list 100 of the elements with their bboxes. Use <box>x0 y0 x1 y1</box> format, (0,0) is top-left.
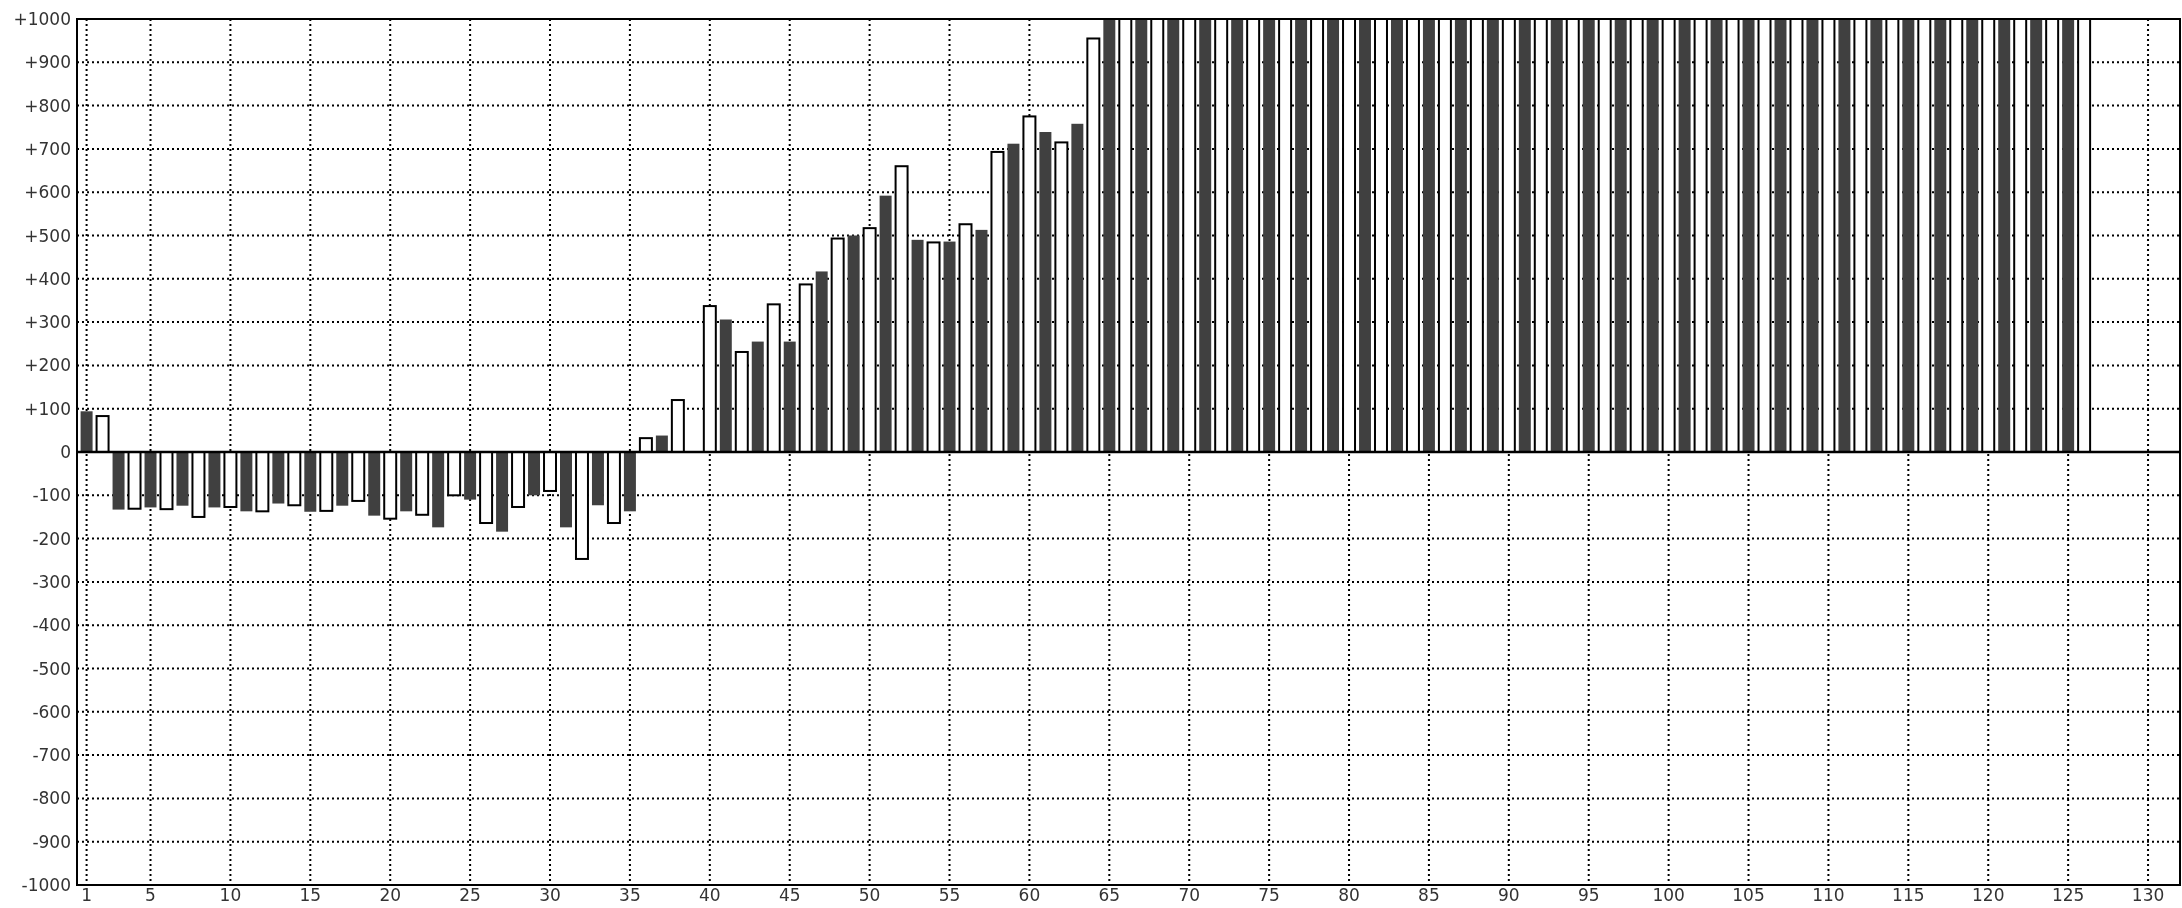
x-tick-label: 35 <box>619 885 641 905</box>
bar <box>1103 19 1116 452</box>
x-tick-label: 120 <box>1972 885 2005 905</box>
bar <box>1135 19 1148 452</box>
bar <box>1454 19 1467 452</box>
bar <box>2030 19 2043 452</box>
bar <box>464 452 477 500</box>
x-tick-label: 105 <box>1732 885 1765 905</box>
x-tick-label: 90 <box>1498 885 1520 905</box>
bar <box>815 271 828 452</box>
bar <box>847 235 860 452</box>
y-tick-label: +300 <box>24 312 71 333</box>
y-tick-label: -500 <box>32 658 71 679</box>
bar <box>1359 19 1372 452</box>
bar <box>1806 19 1819 452</box>
bar <box>1582 19 1595 452</box>
bar <box>623 452 636 512</box>
y-tick-label: +700 <box>24 138 71 159</box>
bar <box>560 452 572 528</box>
bar <box>1678 19 1691 452</box>
x-tick-label: 10 <box>219 885 242 905</box>
bar <box>400 452 413 512</box>
bar <box>176 452 189 506</box>
x-tick-label: 115 <box>1892 885 1925 905</box>
y-tick-label: -100 <box>32 485 71 506</box>
bar <box>1422 19 1435 452</box>
x-tick-label: 25 <box>459 885 481 905</box>
bar <box>1646 19 1659 452</box>
bar <box>1902 19 1915 452</box>
bar <box>144 452 157 508</box>
bar <box>591 452 604 506</box>
bar <box>1614 19 1627 452</box>
bar <box>879 195 892 452</box>
bar <box>1710 19 1723 452</box>
y-tick-label: +500 <box>24 225 71 246</box>
x-tick-label: 95 <box>1577 885 1600 905</box>
bar <box>1518 19 1531 452</box>
bar <box>655 435 668 452</box>
y-tick-label: +400 <box>24 268 71 289</box>
bar <box>1231 19 1244 452</box>
bar <box>368 452 381 516</box>
y-tick-label: +200 <box>24 355 71 376</box>
bar <box>1998 19 2011 452</box>
bar <box>1966 19 1979 452</box>
bar <box>240 452 253 512</box>
y-tick-label: +900 <box>24 52 71 73</box>
bar <box>1774 19 1787 452</box>
bar <box>496 452 509 532</box>
bar <box>80 411 93 452</box>
x-tick-label: 1 <box>81 885 92 905</box>
bar <box>1390 19 1403 452</box>
bar <box>1263 19 1276 452</box>
x-tick-label: 55 <box>938 885 961 905</box>
bar <box>112 452 125 510</box>
x-tick-label: 50 <box>858 885 881 905</box>
x-tick-label: 110 <box>1812 885 1845 905</box>
x-tick-label: 30 <box>539 885 561 905</box>
bar <box>1327 19 1340 452</box>
x-tick-label: 70 <box>1178 885 1201 905</box>
bar <box>1167 19 1180 452</box>
bar <box>1742 19 1755 452</box>
y-tick-label: -300 <box>32 571 71 592</box>
y-tick-label: +600 <box>24 182 71 203</box>
x-tick-label: 125 <box>2051 885 2085 905</box>
x-tick-label: 130 <box>2131 885 2165 905</box>
x-tick-label: 80 <box>1338 885 1360 905</box>
y-tick-label: -900 <box>32 831 71 852</box>
x-tick-label: 75 <box>1258 885 1280 905</box>
y-tick-label: -800 <box>32 788 71 809</box>
y-tick-label: -400 <box>32 615 71 636</box>
bar <box>911 239 924 452</box>
x-tick-label: 20 <box>379 885 402 905</box>
bar <box>304 452 317 512</box>
bar <box>719 319 732 452</box>
bar <box>528 452 541 496</box>
x-tick-label: 85 <box>1418 885 1440 905</box>
bar <box>1486 19 1499 452</box>
bar <box>1934 19 1947 452</box>
bar <box>783 341 796 452</box>
y-tick-label: -200 <box>32 528 71 549</box>
bar <box>1295 19 1308 452</box>
bar <box>1199 19 1212 452</box>
bar <box>432 452 445 528</box>
bar <box>208 452 221 508</box>
y-tick-label: 0 <box>60 442 71 462</box>
bar <box>1838 19 1851 452</box>
x-tick-label: 65 <box>1098 885 1121 905</box>
x-tick-label: 15 <box>299 885 322 905</box>
bar <box>1039 132 1052 452</box>
bar <box>1550 19 1563 452</box>
bar <box>975 229 988 452</box>
x-tick-label: 5 <box>145 885 156 905</box>
bar <box>751 341 764 452</box>
bar <box>2062 19 2075 452</box>
x-tick-label: 100 <box>1652 885 1685 905</box>
y-tick-label: +1000 <box>13 9 71 29</box>
bar <box>1870 19 1883 452</box>
bar <box>336 452 349 506</box>
bar <box>943 241 956 452</box>
y-tick-label: -600 <box>32 701 71 722</box>
